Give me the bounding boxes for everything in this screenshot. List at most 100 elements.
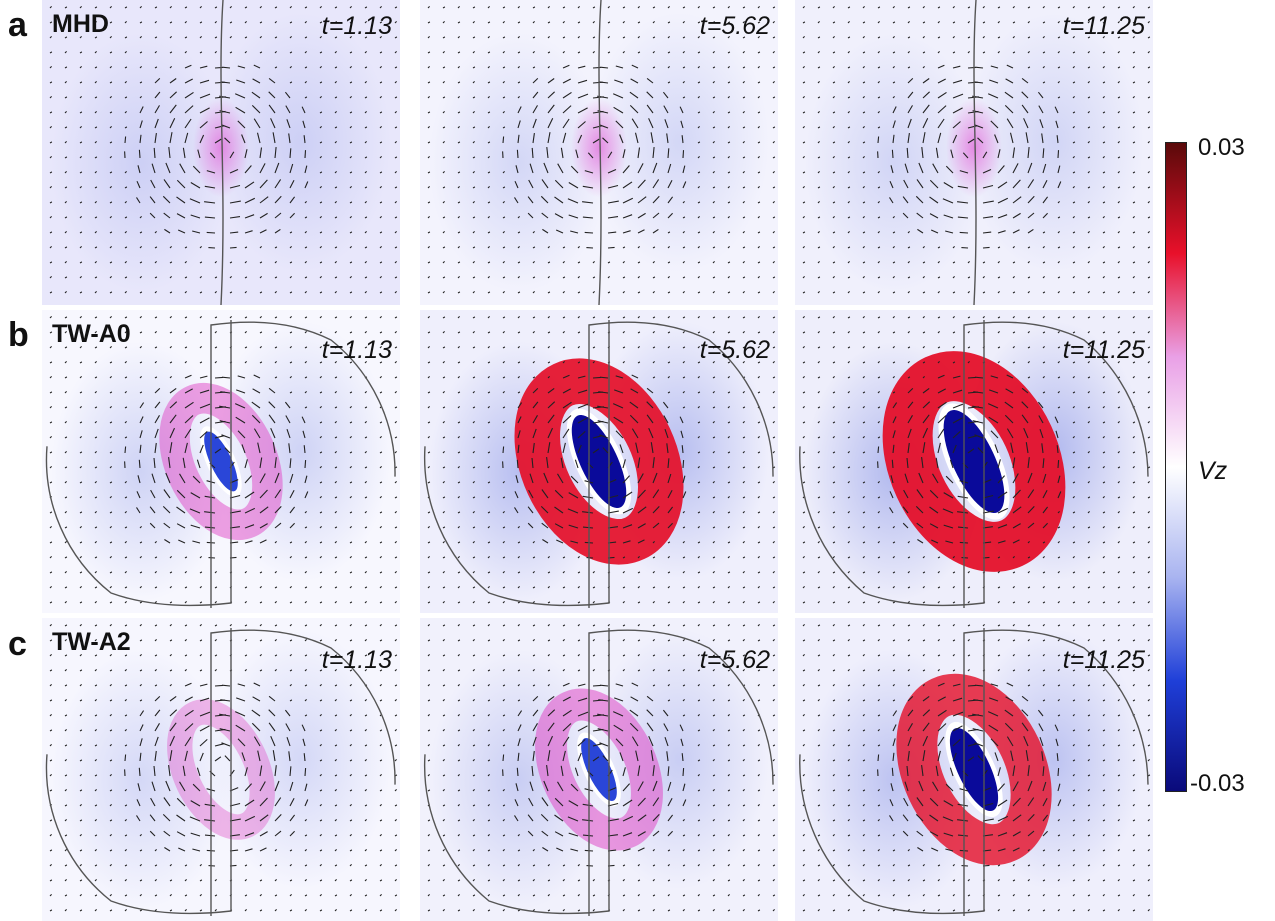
velocity-arrow [532,246,536,249]
velocity-arrow [349,849,353,852]
velocity-arrow [772,21,775,24]
velocity-arrow [832,804,835,807]
velocity-arrow [891,767,894,777]
velocity-arrow [1117,639,1120,642]
velocity-arrow [916,797,924,807]
velocity-arrow [577,65,586,69]
velocity-arrow [394,406,398,409]
velocity-arrow [1132,819,1136,822]
velocity-arrow [124,654,128,657]
velocity-arrow [667,506,674,514]
velocity-arrow [364,849,367,852]
velocity-arrow [176,179,186,189]
velocity-arrow [562,864,566,867]
velocity-arrow [259,457,263,469]
velocity-arrow [1102,541,1106,544]
velocity-arrow [364,639,367,642]
velocity-arrow [577,725,588,732]
velocity-arrow [1087,81,1090,84]
velocity-arrow [952,331,956,334]
velocity-arrow [94,864,98,867]
velocity-arrow [802,684,805,687]
velocity-arrow [241,134,246,144]
velocity-arrow [1055,738,1059,747]
velocity-arrow [772,744,776,747]
velocity-arrow [600,66,609,69]
velocity-arrow [1117,496,1121,499]
velocity-arrow [319,436,322,439]
velocity-arrow [772,156,776,159]
velocity-arrow [1117,316,1121,319]
velocity-arrow [427,346,430,349]
velocity-arrow [136,507,141,514]
velocity-arrow [49,156,52,159]
velocity-arrow [742,291,745,294]
velocity-arrow [1042,522,1048,529]
velocity-arrow [547,291,551,294]
velocity-arrow [637,814,647,822]
velocity-arrow [259,489,268,499]
velocity-arrow [862,331,866,334]
velocity-arrow [652,669,655,672]
velocity-arrow [832,789,836,792]
velocity-arrow [622,524,633,529]
velocity-arrow [289,669,293,672]
velocity-arrow [667,21,671,24]
velocity-arrow [742,879,745,882]
velocity-arrow [502,754,505,762]
contour-line [963,321,1149,608]
velocity-arrow [547,586,550,589]
velocity-arrow [49,171,53,174]
velocity-arrow [982,200,994,204]
velocity-arrow [49,894,52,897]
velocity-arrow [1012,276,1015,279]
velocity-arrow [442,541,445,544]
velocity-arrow [94,201,97,204]
velocity-arrow [663,105,669,114]
velocity-arrow [532,415,538,424]
velocity-arrow [952,107,963,114]
velocity-arrow [214,21,217,24]
velocity-arrow [557,781,564,792]
velocity-arrow [304,864,308,867]
model-label-tw-a0: TW-A0 [52,320,131,348]
velocity-arrow [877,261,880,264]
velocity-arrow [349,714,352,717]
velocity-arrow [1117,361,1120,364]
velocity-arrow [547,864,550,867]
velocity-arrow [832,864,835,867]
velocity-arrow [1117,156,1121,159]
velocity-arrow [1056,135,1059,144]
velocity-arrow [916,212,924,219]
velocity-arrow [592,346,596,349]
velocity-arrow [907,291,910,294]
velocity-arrow [427,624,430,627]
velocity-arrow [79,571,83,574]
velocity-arrow [79,909,83,912]
velocity-arrow [557,163,564,174]
velocity-arrow [802,51,806,54]
velocity-arrow [592,261,595,264]
velocity-arrow [379,156,382,159]
velocity-arrow [532,894,536,897]
velocity-arrow [109,684,112,687]
velocity-arrow [1027,624,1031,627]
contour-line [45,320,232,607]
velocity-arrow [607,510,619,514]
velocity-arrow [757,316,760,319]
velocity-arrow [139,331,143,334]
velocity-arrow [364,156,368,159]
velocity-arrow [64,669,67,672]
velocity-arrow [1087,496,1091,499]
velocity-arrow [742,276,746,279]
velocity-arrow [379,291,383,294]
velocity-arrow [697,541,701,544]
velocity-arrow [304,894,308,897]
velocity-arrow [349,186,352,189]
velocity-arrow [487,291,491,294]
velocity-arrow [802,216,805,219]
velocity-arrow [1054,416,1059,424]
velocity-arrow [1055,120,1059,129]
velocity-arrow [94,526,98,529]
velocity-arrow [652,261,655,264]
